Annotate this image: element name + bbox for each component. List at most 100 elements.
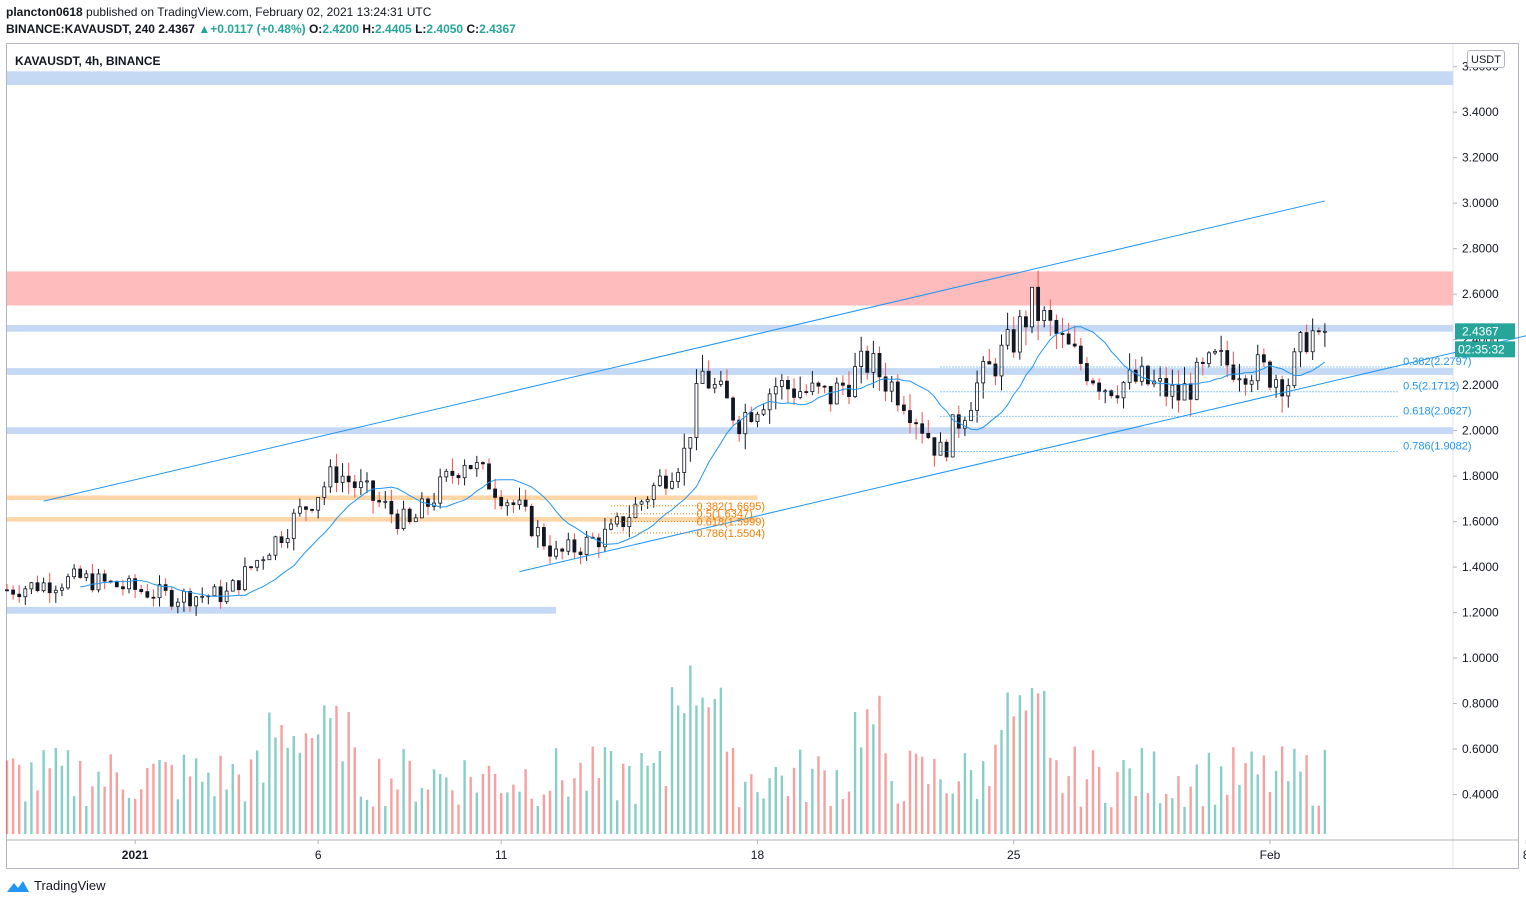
candle-body (1292, 351, 1297, 387)
volume-bar (1177, 776, 1180, 834)
candle-body (1249, 380, 1254, 385)
y-tick-label: 2.8000 (1462, 242, 1499, 256)
candle-body (1310, 330, 1315, 353)
candle-body (1219, 350, 1224, 352)
candle-body (1207, 352, 1211, 364)
candle-body (920, 423, 925, 434)
candle-body (230, 580, 235, 592)
volume-bar (573, 778, 576, 834)
candle-body (444, 470, 449, 478)
candle-body (773, 386, 778, 395)
candle-body (657, 475, 662, 486)
volume-bar (225, 789, 228, 834)
y-tick-label: 2.6000 (1462, 287, 1499, 301)
volume-bar (207, 772, 210, 834)
chart-frame[interactable] (6, 43, 1519, 869)
currency-button[interactable]: USDT (1467, 50, 1505, 68)
volume-bar (890, 781, 893, 834)
volume-bar (54, 747, 58, 834)
volume-bar (103, 786, 106, 834)
candle-body (1213, 351, 1217, 354)
candle-body (1109, 390, 1114, 397)
candle-body (834, 382, 839, 405)
volume-bar (414, 801, 417, 834)
zone-blue-4 (7, 427, 1453, 435)
candle-body (188, 590, 192, 607)
candle-body (1097, 382, 1102, 392)
volume-bar (30, 762, 33, 834)
volume-bar (920, 756, 924, 834)
volume-bar (597, 778, 601, 834)
candle-body (279, 536, 284, 544)
candle-body (871, 352, 876, 373)
candle-body (60, 587, 64, 591)
volume-bar (1134, 795, 1137, 834)
volume-bar (493, 773, 497, 834)
candle-body (1176, 384, 1181, 401)
volume-bar (1104, 802, 1107, 834)
volume-bar (975, 798, 979, 834)
candle-body (1024, 316, 1028, 328)
volume-bar (1244, 763, 1247, 834)
volume-bar (109, 754, 112, 834)
candle-body (493, 488, 498, 498)
candle-body (725, 380, 729, 399)
candle-body (1255, 354, 1260, 382)
candle-body (804, 391, 809, 393)
volume-bar (213, 796, 216, 834)
volume-bar (66, 750, 70, 834)
volume-bar (481, 773, 485, 834)
candle-body (889, 381, 894, 392)
volume-bar (426, 789, 430, 834)
candle-body (718, 380, 723, 385)
volume-bar (829, 805, 832, 834)
candle-body (1200, 361, 1205, 364)
volume-bar (18, 764, 21, 834)
volume-bar (982, 761, 985, 834)
volume-bar (463, 760, 466, 834)
candle-body (987, 361, 992, 365)
volume-bar (506, 792, 509, 834)
volume-bar (548, 790, 552, 834)
volume-bar (554, 748, 558, 834)
candle-body (487, 463, 491, 490)
candle-body (755, 413, 760, 423)
volume-bar (1043, 690, 1046, 834)
publisher-name[interactable]: plancton0618 (6, 5, 83, 19)
volume-bar (445, 777, 448, 834)
candle-body (249, 566, 253, 569)
candle-body (932, 437, 937, 456)
candle-body (853, 366, 857, 397)
volume-bar (1165, 793, 1168, 834)
candle-body (127, 578, 131, 590)
volume-bar (622, 763, 625, 834)
footer-brand[interactable]: TradingView (6, 878, 106, 893)
candle-body (938, 441, 943, 456)
countdown-tag (1455, 341, 1515, 358)
volume-bar (1152, 751, 1156, 834)
candle-body (603, 528, 607, 548)
volume-bar (719, 687, 723, 834)
volume-bar (1317, 805, 1320, 834)
x-tick-label: Feb (1260, 848, 1281, 862)
volume-bar (359, 796, 363, 834)
volume-bar (750, 774, 753, 834)
price-change: +0.0117 (+0.48%) (210, 22, 306, 36)
candle-body (578, 551, 583, 555)
candle-body (96, 573, 101, 591)
volume-bar (969, 770, 973, 834)
zone-blue-5 (7, 606, 557, 614)
candle-body (462, 464, 467, 479)
volume-bar (231, 764, 234, 834)
candle-body (389, 500, 394, 515)
zone-orange-6 (7, 495, 758, 500)
candle-body (688, 437, 693, 449)
volume-bar (652, 762, 655, 834)
candle-body (407, 508, 412, 523)
candle-body (53, 589, 58, 594)
volume-bar (371, 806, 375, 834)
candle-body (798, 391, 803, 398)
candle-body (401, 508, 406, 530)
volume-bar (762, 798, 765, 834)
